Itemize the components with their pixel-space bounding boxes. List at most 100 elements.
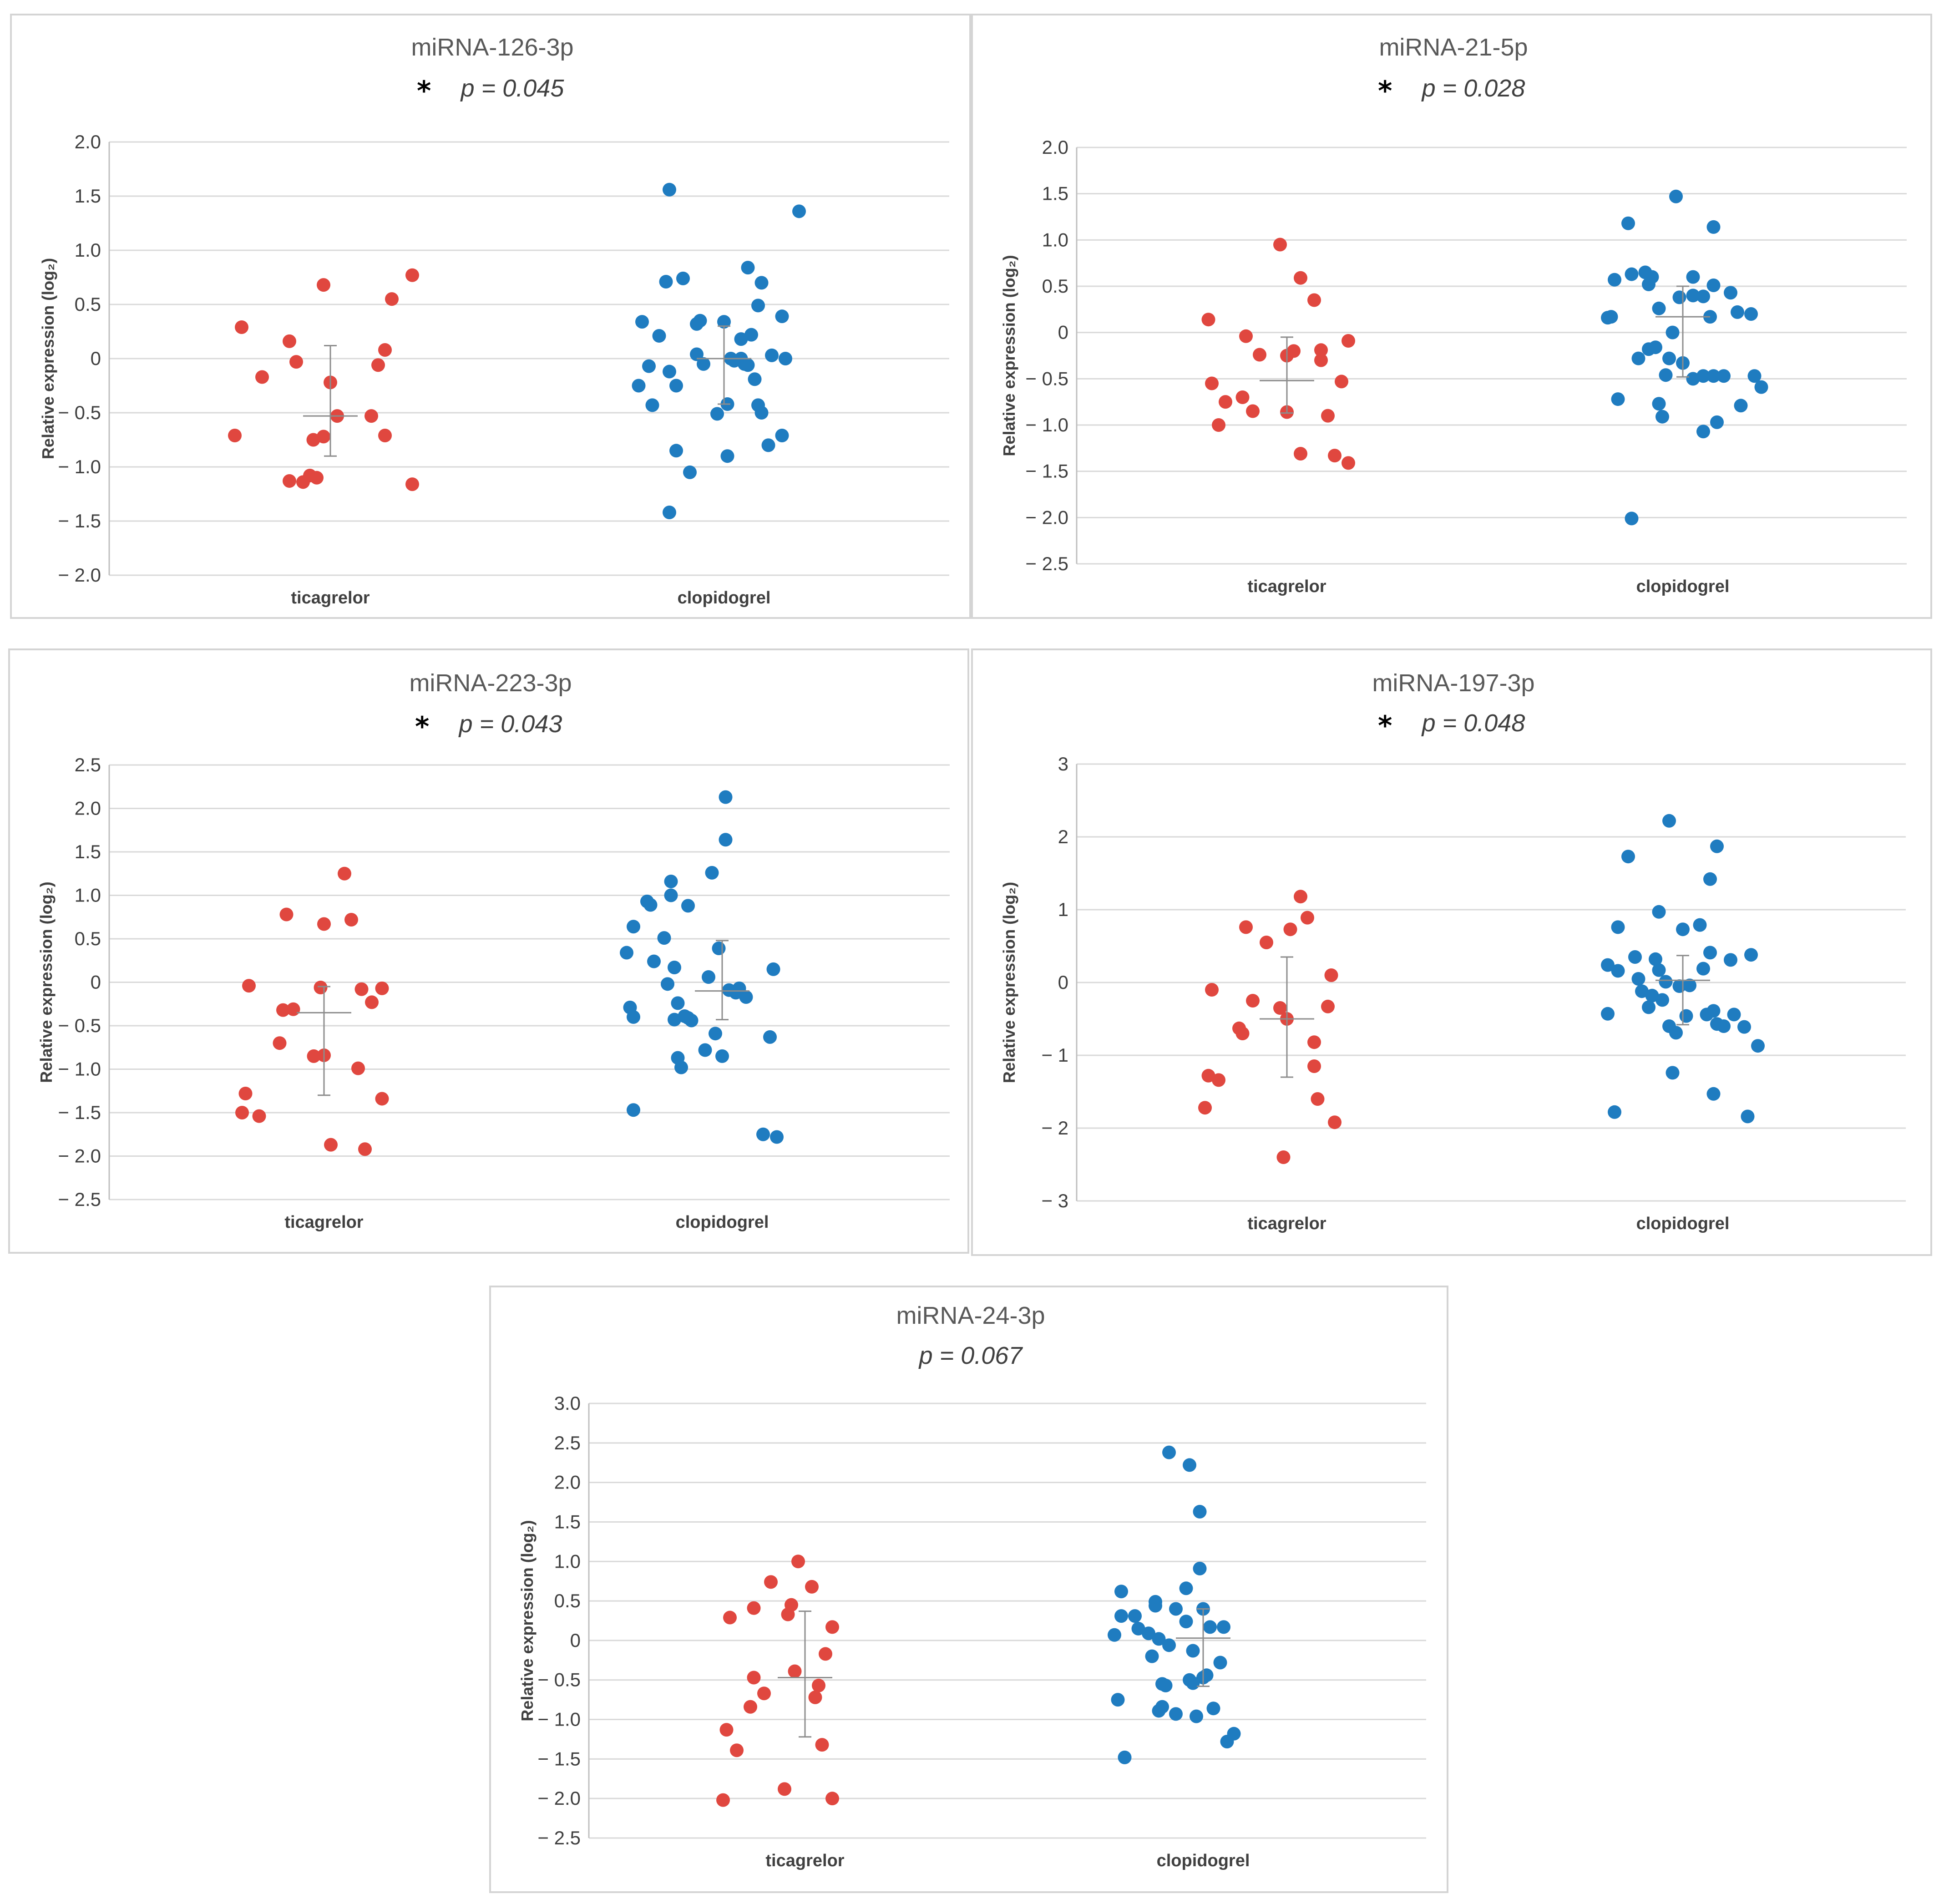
y-tick-label: − 2.0 (537, 1788, 581, 1809)
data-point-clopidogrel (1666, 1066, 1680, 1080)
data-point-clopidogrel (627, 1010, 640, 1024)
data-point-clopidogrel (702, 970, 715, 984)
data-point-clopidogrel (1145, 1649, 1159, 1663)
data-point-ticagrelor (276, 1003, 290, 1017)
data-point-clopidogrel (1655, 993, 1669, 1007)
data-point-clopidogrel (1162, 1445, 1176, 1459)
data-point-ticagrelor (1342, 334, 1355, 348)
y-tick-label: 0 (1058, 322, 1068, 343)
data-point-ticagrelor (317, 278, 330, 292)
data-point-clopidogrel (663, 182, 676, 197)
data-point-ticagrelor (1314, 353, 1328, 367)
data-point-clopidogrel (1706, 220, 1721, 234)
data-point-clopidogrel (698, 1043, 712, 1057)
data-point-clopidogrel (1693, 918, 1707, 932)
data-point-clopidogrel (1710, 839, 1724, 853)
data-point-ticagrelor (405, 268, 419, 282)
data-point-clopidogrel (1679, 1009, 1693, 1023)
data-point-ticagrelor (819, 1647, 832, 1661)
error-bar-clopidogrel (1655, 285, 1710, 378)
data-point-clopidogrel (1162, 1638, 1176, 1652)
data-point-clopidogrel (1159, 1678, 1173, 1692)
data-point-clopidogrel (674, 1060, 688, 1074)
data-point-ticagrelor (1324, 968, 1338, 982)
y-tick-label: 0.5 (75, 928, 101, 949)
data-point-clopidogrel (1114, 1609, 1128, 1623)
data-point-clopidogrel (751, 299, 765, 313)
data-point-clopidogrel (1186, 1676, 1200, 1690)
data-point-ticagrelor (764, 1575, 778, 1589)
data-point-clopidogrel (1213, 1656, 1227, 1670)
data-point-clopidogrel (717, 315, 731, 329)
x-category-clopidogrel: clopidogrel (1636, 577, 1730, 596)
data-point-clopidogrel (1696, 962, 1710, 976)
data-point-ticagrelor (378, 343, 392, 357)
p-value: p = 0.067 (918, 1342, 1023, 1369)
data-point-clopidogrel (1703, 872, 1717, 886)
data-point-clopidogrel (669, 379, 683, 393)
data-point-clopidogrel (1611, 964, 1625, 978)
data-point-clopidogrel (1200, 1668, 1214, 1682)
data-point-clopidogrel (1625, 267, 1639, 281)
data-point-clopidogrel (719, 790, 733, 804)
y-tick-label: 0.5 (75, 294, 101, 315)
data-point-ticagrelor (1335, 375, 1348, 389)
y-tick-label: − 0.5 (1025, 368, 1068, 389)
data-point-ticagrelor (1328, 449, 1342, 463)
data-point-clopidogrel (1111, 1693, 1125, 1707)
data-point-ticagrelor (1246, 994, 1260, 1008)
data-point-ticagrelor (1273, 238, 1287, 252)
data-point-clopidogrel (1734, 399, 1748, 413)
data-point-clopidogrel (690, 347, 704, 361)
data-point-clopidogrel (1741, 1109, 1755, 1124)
data-point-clopidogrel (1608, 273, 1621, 287)
y-tick-label: 1.0 (75, 885, 101, 906)
chart-title: miRNA-21-5p (1379, 34, 1528, 61)
data-point-ticagrelor (317, 917, 331, 931)
data-point-clopidogrel (709, 1027, 722, 1041)
chart-panel-mirna-21-5p: 2.0 1.5 1.0 0.5 0 − 0.5 − 1.0 − 1.5 − 2.0 − 2.5 m… (971, 14, 1932, 619)
data-point-clopidogrel (744, 328, 758, 342)
data-point-ticagrelor (1246, 404, 1260, 418)
data-point-clopidogrel (620, 946, 633, 960)
data-point-ticagrelor (375, 981, 389, 995)
chart-title: miRNA-126-3p (411, 34, 573, 61)
data-point-clopidogrel (1686, 270, 1700, 284)
data-point-ticagrelor (283, 334, 296, 348)
chart-panel-mirna-126-3p: 2.0 1.5 1.0 0.5 0 − 0.5 − 1.0 − 1.5 − 2.0 miRNA-… (10, 14, 971, 619)
data-point-clopidogrel (676, 271, 690, 285)
data-point-clopidogrel (1669, 1026, 1683, 1040)
y-tick-label: − 1 (1041, 1044, 1068, 1066)
data-point-clopidogrel (734, 332, 748, 346)
data-point-clopidogrel (1128, 1609, 1142, 1623)
data-point-clopidogrel (1724, 953, 1737, 967)
significance-star: * (415, 711, 429, 743)
scatter-plot-mirna-24-3p: 3.0 2.5 2.0 1.5 1.0 0.5 0 − 0.5 − 1.0 − 1.5 − 2.0 −… (518, 1302, 1426, 1870)
data-point-ticagrelor (1328, 1115, 1342, 1129)
data-point-clopidogrel (1659, 368, 1673, 382)
data-point-ticagrelor (815, 1738, 829, 1752)
data-point-clopidogrel (775, 309, 789, 324)
data-point-ticagrelor (1201, 1068, 1215, 1083)
data-point-ticagrelor (1283, 922, 1297, 937)
data-point-ticagrelor (344, 912, 358, 927)
data-point-clopidogrel (1642, 1000, 1655, 1014)
data-point-clopidogrel (1601, 1007, 1615, 1021)
data-point-clopidogrel (1611, 392, 1625, 406)
data-point-clopidogrel (1179, 1615, 1193, 1629)
data-point-ticagrelor (1239, 920, 1253, 934)
data-point-ticagrelor (716, 1793, 730, 1807)
y-tick-label: 0.5 (1042, 275, 1068, 297)
y-tick-label: 2.0 (75, 131, 101, 152)
chart-title: miRNA-24-3p (896, 1302, 1045, 1329)
data-point-ticagrelor (785, 1598, 798, 1612)
y-tick-label: − 3 (1041, 1190, 1068, 1211)
x-category-ticagrelor: ticagrelor (291, 588, 370, 608)
chart-panel-mirna-197-3p: 3 2 1 0 − 1 − 2 − 3 miRNA-197-3p * p = 0.048 R… (971, 648, 1932, 1256)
x-category-clopidogrel: clopidogrel (678, 588, 771, 608)
data-point-clopidogrel (1737, 1020, 1751, 1034)
y-tick-label: 2.5 (554, 1432, 581, 1453)
data-point-clopidogrel (1652, 301, 1666, 315)
significance-star: * (1378, 75, 1392, 107)
data-point-clopidogrel (741, 358, 755, 372)
